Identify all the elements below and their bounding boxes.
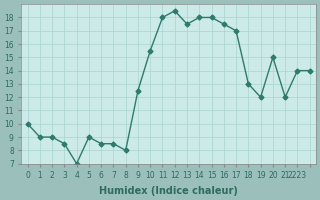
X-axis label: Humidex (Indice chaleur): Humidex (Indice chaleur): [99, 186, 238, 196]
